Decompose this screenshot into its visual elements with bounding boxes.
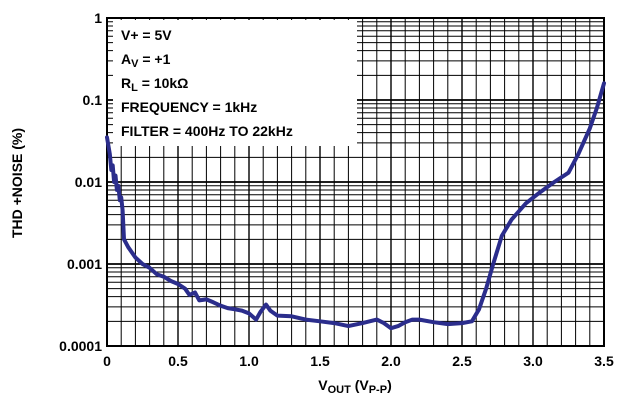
y-tick-label: 0.01 — [75, 174, 102, 190]
y-tick-label: 0.1 — [83, 92, 103, 108]
x-tick-label: 3.5 — [594, 353, 614, 369]
conditions-legend: V+ = 5V AV = +1 RL = 10kΩ FREQUENCY = 1k… — [113, 20, 357, 146]
legend-supply: V+ = 5V — [121, 27, 172, 43]
legend-load: RL = 10kΩ — [121, 75, 188, 94]
legend-gain: AV = +1 — [121, 51, 171, 70]
y-axis-title: THD +NOISE (%) — [9, 128, 25, 238]
x-tick-label: 1.5 — [310, 353, 330, 369]
plot-frame — [106, 17, 605, 347]
legend-frequency: FREQUENCY = 1kHz — [121, 99, 257, 115]
x-tick-label: 2.0 — [381, 353, 401, 369]
y-tick-labels: 0.0001 0.001 0.01 0.1 1 — [59, 10, 102, 354]
legend-filter: FILTER = 400Hz TO 22kHz — [121, 123, 293, 139]
x-tick-label: 0.5 — [168, 353, 188, 369]
x-tick-label: 1.0 — [239, 353, 259, 369]
x-axis-title: VOUT (VP-P) — [318, 377, 391, 396]
y-tick-label: 1 — [94, 10, 102, 26]
thd-noise-series-line — [105, 81, 606, 331]
x-tick-label: 2.5 — [452, 353, 472, 369]
series-layer — [105, 81, 606, 331]
y-tick-label: 0.001 — [67, 256, 102, 272]
x-tick-label: 0 — [103, 353, 111, 369]
x-tick-labels: 0 0.5 1.0 1.5 2.0 2.5 3.0 3.5 — [103, 353, 614, 369]
x-tick-label: 3.0 — [523, 353, 543, 369]
legend-background — [113, 20, 357, 146]
y-tick-label: 0.0001 — [59, 338, 102, 354]
